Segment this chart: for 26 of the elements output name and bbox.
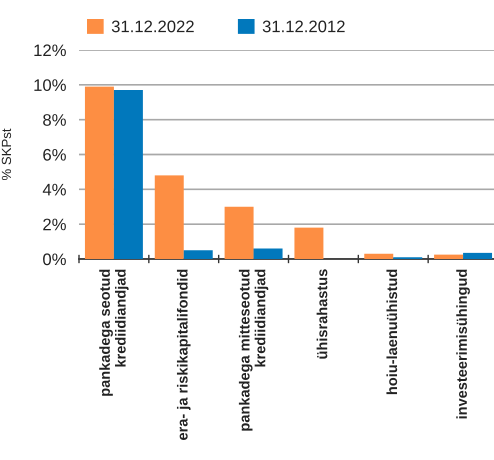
legend-label: 31.12.2012 (262, 20, 345, 32)
y-tick-label: 2% (43, 218, 66, 230)
x-tick-label: ühisrahastus (316, 269, 328, 359)
x-tick-label: investeerimisühingud (456, 270, 470, 418)
y-tick-label: 12% (34, 44, 66, 56)
x-tick-label: hoiu-laenuühistud (386, 270, 398, 394)
bar (114, 90, 143, 259)
legend-label: 31.12.2022 (112, 20, 194, 32)
y-axis-title: % SKPst (2, 128, 12, 180)
x-tick-label: era- ja riskikapitalifondid (176, 270, 191, 440)
bar (254, 248, 283, 259)
y-tick-label: 4% (42, 184, 66, 196)
y-tick-label: 6% (43, 148, 66, 161)
y-tick-label: 0% (43, 253, 66, 266)
bar (364, 254, 394, 259)
x-tick-label: pankadega mitteseotud krediidiandjad (238, 270, 268, 431)
bar (294, 228, 324, 259)
bar (463, 252, 492, 259)
x-tick-label: pankadega seotud krediidiandjad (99, 270, 129, 396)
bar (154, 175, 184, 259)
y-tick-label: 10% (34, 79, 66, 92)
bar (224, 206, 254, 259)
bar (84, 86, 114, 259)
bar (434, 254, 464, 259)
y-tick-label: 8% (43, 114, 66, 126)
bar (184, 250, 213, 259)
